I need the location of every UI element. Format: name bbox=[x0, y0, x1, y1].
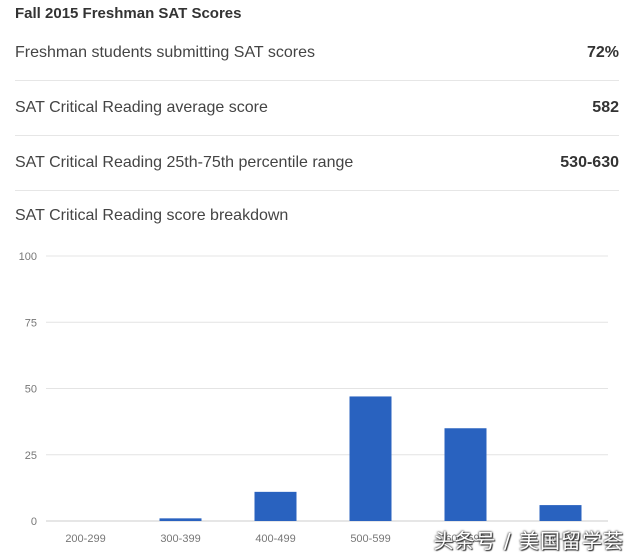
y-tick-label: 0 bbox=[31, 516, 37, 528]
x-tick-label: 400-499 bbox=[255, 533, 295, 545]
stat-row-average: SAT Critical Reading average score 582 bbox=[15, 80, 619, 136]
stat-label: SAT Critical Reading average score bbox=[15, 98, 268, 116]
y-tick-label: 75 bbox=[25, 317, 37, 329]
x-tick-label: 200-299 bbox=[65, 533, 105, 545]
bar-500-599[interactable] bbox=[349, 396, 392, 521]
stat-label: SAT Critical Reading 25th-75th percentil… bbox=[15, 153, 354, 171]
section-title: Fall 2015 Freshman SAT Scores bbox=[15, 5, 242, 22]
watermark: 头条号 / 美国留学荟 bbox=[433, 529, 624, 553]
stat-value: 530-630 bbox=[560, 153, 619, 171]
bar-400-499[interactable] bbox=[254, 491, 297, 521]
x-tick-label: 600-699 bbox=[445, 533, 485, 545]
x-tick-label: 300-399 bbox=[160, 533, 200, 545]
bar-600-699[interactable] bbox=[444, 428, 487, 521]
bar-300-399[interactable] bbox=[159, 518, 202, 521]
stat-value: 582 bbox=[592, 98, 619, 116]
stat-row-percentile: SAT Critical Reading 25th-75th percentil… bbox=[15, 135, 619, 191]
y-tick-label: 100 bbox=[19, 251, 37, 263]
stat-label: Freshman students submitting SAT scores bbox=[15, 43, 315, 61]
score-breakdown-chart: 0 25 50 75 100 200-299 300-399 400-499 500-599 6… bbox=[19, 251, 608, 545]
stat-row-submitting: Freshman students submitting SAT scores … bbox=[15, 25, 619, 81]
x-tick-label: 700-800 bbox=[540, 533, 580, 545]
bar-700-800[interactable] bbox=[539, 505, 582, 521]
breakdown-label: SAT Critical Reading score breakdown bbox=[15, 207, 289, 224]
stat-value: 72% bbox=[586, 43, 619, 61]
y-tick-label: 25 bbox=[25, 450, 37, 462]
y-tick-label: 50 bbox=[25, 384, 37, 396]
x-tick-label: 500-599 bbox=[350, 533, 390, 545]
